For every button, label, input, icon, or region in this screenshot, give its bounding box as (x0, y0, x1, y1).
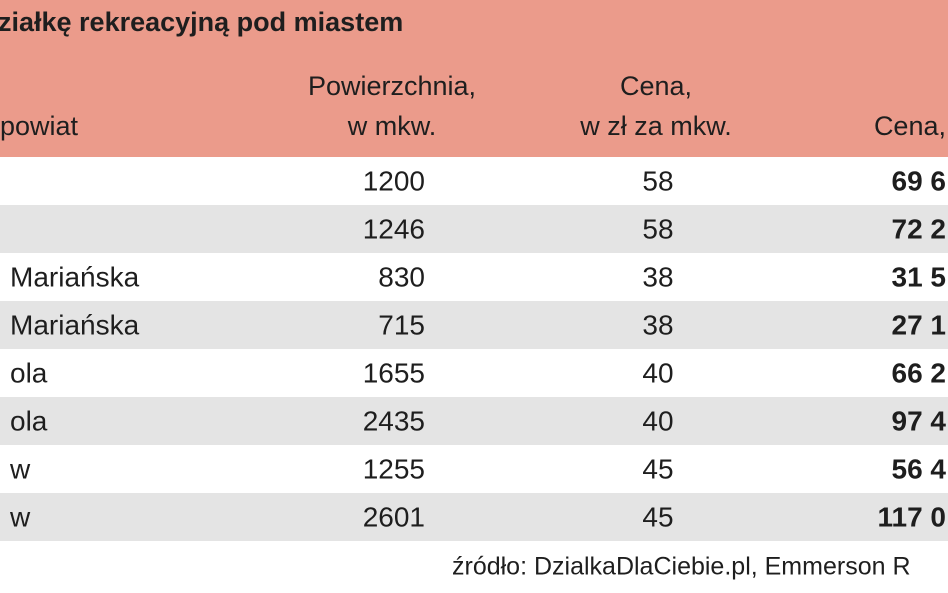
cell: 58 (642, 165, 673, 196)
cell: 38 (642, 261, 673, 292)
row-label: ola (10, 357, 48, 388)
cell: 58 (642, 213, 673, 244)
column-header: Cena, (620, 71, 692, 101)
cell: 715 (378, 309, 425, 340)
title: ziałkę rekreacyjną pod miastem (0, 7, 403, 37)
row-background (0, 397, 948, 445)
column-header: w mkw. (347, 111, 437, 141)
row-label: Mariańska (10, 261, 140, 292)
row-background (0, 349, 948, 397)
source-note: źródło: DzialkaDlaCiebie.pl, Emmerson R (452, 553, 911, 581)
row-background (0, 253, 948, 301)
cell: 2601 (363, 501, 425, 532)
row-background (0, 493, 948, 541)
row-background (0, 445, 948, 493)
cell: 38 (642, 309, 673, 340)
cell: 1655 (363, 357, 425, 388)
row-background (0, 157, 948, 205)
cell: 31 5 (892, 261, 947, 292)
cell: 97 4 (892, 405, 947, 436)
row-label: w (9, 501, 31, 532)
column-header: powiat (0, 111, 79, 141)
row-background (0, 205, 948, 253)
cell: 1255 (363, 453, 425, 484)
cell: 56 4 (892, 453, 947, 484)
cell: 72 2 (892, 213, 947, 244)
row-label: Mariańska (10, 309, 140, 340)
column-header: w zł za mkw. (579, 111, 732, 141)
cell: 27 1 (892, 309, 947, 340)
row-background (0, 301, 948, 349)
column-header: Powierzchnia, (308, 71, 476, 101)
cell: 1200 (363, 165, 425, 196)
cell: 45 (642, 453, 673, 484)
column-header: Cena, (874, 111, 946, 141)
cell: 69 6 (892, 165, 947, 196)
row-label: w (9, 453, 31, 484)
header-band (0, 0, 948, 157)
cell: 1246 (363, 213, 425, 244)
cell: 66 2 (892, 357, 947, 388)
cell: 117 0 (877, 501, 946, 532)
cell: 40 (642, 405, 673, 436)
cell: 2435 (363, 405, 425, 436)
cell: 40 (642, 357, 673, 388)
cell: 45 (642, 501, 673, 532)
row-label: ola (10, 405, 48, 436)
cell: 830 (378, 261, 425, 292)
